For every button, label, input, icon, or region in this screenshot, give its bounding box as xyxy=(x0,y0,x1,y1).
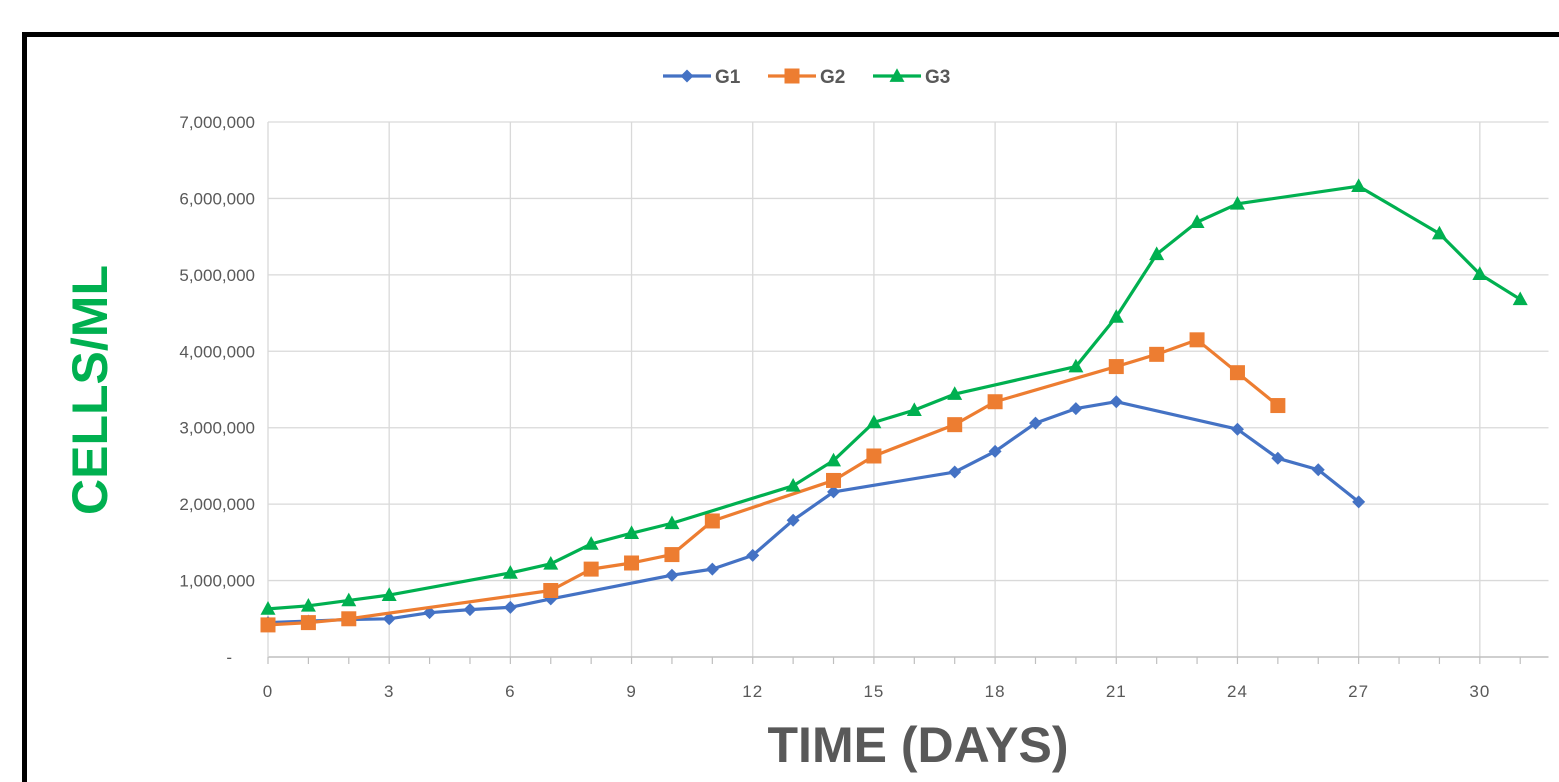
data-point-g3 xyxy=(1229,195,1245,210)
data-point-g2 xyxy=(1189,332,1205,348)
y-axis-title: CELLS/ML xyxy=(62,265,118,515)
data-point-g3 xyxy=(381,587,397,601)
x-tick-label: 3 xyxy=(384,682,394,701)
data-point-g2 xyxy=(583,561,599,577)
data-point-g3 xyxy=(785,478,801,492)
data-point-g3 xyxy=(947,386,963,400)
legend-item-g2: G2 xyxy=(768,67,845,88)
series-line-g3 xyxy=(267,184,1522,611)
series-g1 xyxy=(261,395,1366,630)
y-tick-label: 7,000,000 xyxy=(179,113,255,132)
data-point-g1 xyxy=(1271,451,1285,465)
data-point-g2 xyxy=(341,611,357,627)
data-point-g1 xyxy=(988,444,1002,458)
series-lines xyxy=(260,178,1528,633)
data-point-g2 xyxy=(1149,346,1165,362)
data-point-g1 xyxy=(1311,463,1325,477)
data-point-g3 xyxy=(906,402,922,416)
legend-label: G3 xyxy=(925,67,950,88)
data-point-g2 xyxy=(300,615,316,631)
legend-label: G1 xyxy=(715,67,741,88)
data-point-g3 xyxy=(1431,225,1447,240)
series-line-g2 xyxy=(267,338,1279,627)
data-point-g3 xyxy=(1512,291,1528,306)
data-point-g3 xyxy=(300,597,316,612)
axes: - 1,000,000 2,000,000 3,000,000 4,000,000 5,0… xyxy=(179,113,1549,701)
data-point-g3 xyxy=(502,565,518,579)
data-point-g3 xyxy=(1068,358,1084,373)
data-point-g1 xyxy=(382,612,396,626)
data-point-g2 xyxy=(664,547,680,563)
data-point-g1 xyxy=(463,603,477,617)
data-point-g3 xyxy=(341,592,357,607)
x-tick-label: 24 xyxy=(1227,682,1248,701)
data-point-g1 xyxy=(503,600,517,614)
x-tick-label: 12 xyxy=(742,682,763,701)
data-point-g3 xyxy=(826,452,842,467)
data-point-g2 xyxy=(624,555,640,571)
data-point-g2 xyxy=(947,417,963,433)
grid-lines xyxy=(268,121,1549,657)
y-tick-label: 2,000,000 xyxy=(179,495,255,514)
series-g3 xyxy=(260,178,1528,615)
data-point-g1 xyxy=(665,568,679,582)
legend-marker-g1 xyxy=(680,69,694,83)
data-point-g2 xyxy=(704,513,720,529)
y-tick-label: 4,000,000 xyxy=(179,342,255,361)
data-point-g2 xyxy=(826,472,842,488)
data-point-g1 xyxy=(786,513,800,527)
data-point-g1 xyxy=(1230,422,1244,436)
x-tick-label: 21 xyxy=(1106,682,1127,701)
data-point-g3 xyxy=(624,525,640,540)
y-tick-label: 1,000,000 xyxy=(179,572,255,591)
data-point-g3 xyxy=(1189,214,1205,228)
data-point-g3 xyxy=(260,601,276,615)
data-point-g2 xyxy=(260,617,276,633)
x-tick-label: 18 xyxy=(985,682,1006,701)
data-point-g1 xyxy=(705,562,719,576)
data-point-g1 xyxy=(1069,402,1083,416)
legend-marker-g3 xyxy=(889,68,905,82)
data-point-g3 xyxy=(1149,246,1165,261)
x-tick-label: 6 xyxy=(505,682,515,701)
y-tick-label: 6,000,000 xyxy=(179,189,255,208)
x-tick-label: 27 xyxy=(1348,682,1369,701)
data-point-g3 xyxy=(1108,309,1124,323)
data-point-g1 xyxy=(827,485,841,499)
x-tick-label: 30 xyxy=(1469,682,1490,701)
data-point-g3 xyxy=(1472,266,1488,280)
series-line-g1 xyxy=(267,400,1360,625)
data-point-g2 xyxy=(987,394,1003,410)
legend-item-g1: G1 xyxy=(663,67,741,88)
data-point-g2 xyxy=(1270,398,1286,414)
x-tick-label: 15 xyxy=(863,682,884,701)
y-tick-label: 3,000,000 xyxy=(179,419,255,438)
y-tick-label: 5,000,000 xyxy=(179,266,255,285)
data-point-g1 xyxy=(1352,495,1366,509)
data-point-g2 xyxy=(1108,359,1124,375)
x-tick-label: 9 xyxy=(626,682,636,701)
data-point-g3 xyxy=(866,414,882,429)
x-axis-title: TIME (DAYS) xyxy=(768,717,1069,773)
series-g2 xyxy=(260,332,1286,633)
legend-label: G2 xyxy=(820,67,845,88)
data-point-g1 xyxy=(1109,395,1123,409)
data-point-g3 xyxy=(664,515,680,530)
data-point-g2 xyxy=(1229,365,1245,381)
data-point-g1 xyxy=(948,465,962,479)
data-point-g2 xyxy=(543,583,559,599)
data-point-g3 xyxy=(543,555,559,570)
x-tick-label: 0 xyxy=(263,682,273,701)
data-point-g3 xyxy=(583,536,599,550)
legend-marker-g2 xyxy=(784,68,800,84)
data-point-g1 xyxy=(1028,416,1042,430)
data-point-g3 xyxy=(1351,178,1367,193)
data-point-g1 xyxy=(746,548,760,562)
y-tick-label: - xyxy=(226,648,232,667)
data-point-g2 xyxy=(866,448,882,464)
legend: G1 G2 G3 xyxy=(663,67,950,88)
legend-item-g3: G3 xyxy=(873,67,950,88)
